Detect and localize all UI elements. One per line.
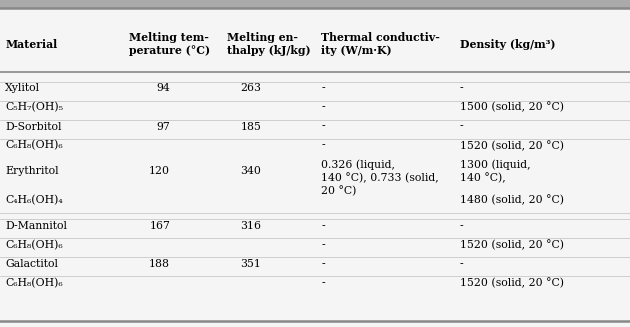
- Text: Xylitol: Xylitol: [5, 83, 40, 93]
- Text: C₆H₈(OH)₆: C₆H₈(OH)₆: [5, 140, 62, 151]
- Text: 1520 (solid, 20 °C): 1520 (solid, 20 °C): [460, 239, 564, 250]
- Text: 1520 (solid, 20 °C): 1520 (solid, 20 °C): [460, 140, 564, 151]
- Text: 1500 (solid, 20 °C): 1500 (solid, 20 °C): [460, 102, 564, 112]
- Text: 188: 188: [149, 259, 170, 269]
- Text: -: -: [321, 102, 325, 112]
- Text: 1480 (solid, 20 °C): 1480 (solid, 20 °C): [460, 195, 564, 205]
- Text: 340: 340: [241, 166, 261, 176]
- Text: 1520 (solid, 20 °C): 1520 (solid, 20 °C): [460, 278, 564, 288]
- Text: 185: 185: [241, 122, 261, 131]
- Text: -: -: [321, 83, 325, 93]
- Text: -: -: [321, 221, 325, 231]
- Text: Melting tem-
perature (°C): Melting tem- perature (°C): [129, 32, 210, 57]
- Text: -: -: [460, 259, 464, 269]
- Text: Galactitol: Galactitol: [5, 259, 58, 269]
- Text: 263: 263: [241, 83, 261, 93]
- Text: 167: 167: [149, 221, 170, 231]
- Text: 94: 94: [156, 83, 170, 93]
- Text: -: -: [321, 122, 325, 131]
- Text: 1300 (liquid,
140 °C),: 1300 (liquid, 140 °C),: [460, 159, 530, 183]
- Text: -: -: [460, 221, 464, 231]
- Text: Thermal conductiv-
ity (W/m·K): Thermal conductiv- ity (W/m·K): [321, 32, 440, 57]
- Text: C₆H₈(OH)₆: C₆H₈(OH)₆: [5, 278, 62, 288]
- Text: Density (kg/m³): Density (kg/m³): [460, 39, 556, 50]
- Text: Erythritol: Erythritol: [5, 166, 59, 176]
- Text: 0.326 (liquid,
140 °C), 0.733 (solid,
20 °C): 0.326 (liquid, 140 °C), 0.733 (solid, 20…: [321, 159, 439, 196]
- Text: C₆H₈(OH)₆: C₆H₈(OH)₆: [5, 239, 62, 250]
- Text: -: -: [321, 278, 325, 288]
- Text: 120: 120: [149, 166, 170, 176]
- Text: -: -: [460, 83, 464, 93]
- Text: C₄H₆(OH)₄: C₄H₆(OH)₄: [5, 195, 62, 205]
- Text: -: -: [460, 122, 464, 131]
- Text: 97: 97: [156, 122, 170, 131]
- Text: D-Mannitol: D-Mannitol: [5, 221, 67, 231]
- Text: Melting en-
thalpy (kJ/kg): Melting en- thalpy (kJ/kg): [227, 32, 311, 57]
- Text: -: -: [321, 240, 325, 250]
- Bar: [0, 0, 630, 8]
- Text: 316: 316: [241, 221, 261, 231]
- Text: -: -: [321, 141, 325, 150]
- Text: C₅H₇(OH)₅: C₅H₇(OH)₅: [5, 102, 63, 112]
- Text: Material: Material: [5, 39, 57, 50]
- Text: -: -: [321, 259, 325, 269]
- Text: D-Sorbitol: D-Sorbitol: [5, 122, 62, 131]
- Text: 351: 351: [241, 259, 261, 269]
